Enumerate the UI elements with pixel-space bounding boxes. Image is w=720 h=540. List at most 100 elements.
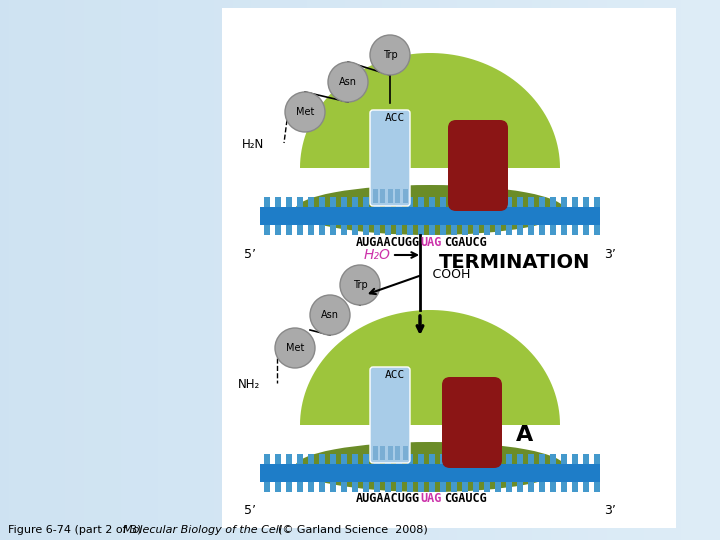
Bar [473,197,479,207]
Bar [594,197,600,207]
Text: Trp: Trp [353,280,367,290]
Bar [264,454,270,464]
Bar [260,207,600,225]
Bar [550,197,556,207]
Circle shape [370,35,410,75]
Text: COOH: COOH [430,268,470,281]
Bar [286,482,292,492]
Bar [352,197,358,207]
Text: CGAUCG: CGAUCG [444,235,487,248]
Bar [319,225,325,235]
Bar [517,197,523,207]
Bar [506,197,512,207]
Bar [286,225,292,235]
Text: CGAUCG: CGAUCG [444,492,487,505]
Bar [594,482,600,492]
Bar [264,197,270,207]
Bar [275,482,281,492]
Bar [561,225,567,235]
Bar [506,454,512,464]
Bar [297,454,303,464]
Bar [528,454,534,464]
Bar [374,454,380,464]
Bar [341,482,347,492]
Bar [462,482,468,492]
FancyBboxPatch shape [448,120,508,211]
Bar [495,197,501,207]
Bar [380,189,385,203]
Bar [297,225,303,235]
Bar [550,454,556,464]
Bar [429,197,435,207]
Bar [462,225,468,235]
FancyBboxPatch shape [370,367,410,463]
Bar [374,197,380,207]
Bar [319,454,325,464]
Bar [528,482,534,492]
Bar [385,197,391,207]
Text: UAG: UAG [420,492,441,505]
Circle shape [310,295,350,335]
Bar [330,197,336,207]
Bar [506,482,512,492]
Bar [451,197,457,207]
Bar [418,454,424,464]
Bar [484,225,490,235]
Bar [402,189,408,203]
Bar [572,454,578,464]
Bar [550,225,556,235]
Bar [451,454,457,464]
Bar [222,8,676,528]
Bar [561,197,567,207]
Polygon shape [300,53,560,168]
Bar [506,225,512,235]
Bar [341,225,347,235]
Circle shape [328,62,368,102]
Text: 3’: 3’ [604,247,616,260]
Bar [402,446,408,460]
Bar [363,482,369,492]
Text: AUGAACUGG: AUGAACUGG [356,492,420,505]
Bar [484,197,490,207]
Bar [308,197,314,207]
Ellipse shape [295,442,565,492]
Polygon shape [300,310,560,425]
Bar [484,454,490,464]
Bar [418,225,424,235]
Bar [330,225,336,235]
Text: Trp: Trp [382,50,397,60]
Bar [528,225,534,235]
Bar [407,197,413,207]
Bar [539,482,545,492]
Bar [396,482,402,492]
Bar [387,189,392,203]
Bar [440,225,446,235]
Bar [517,225,523,235]
Bar [517,482,523,492]
Bar [275,197,281,207]
Bar [583,454,589,464]
Bar [473,225,479,235]
Text: UAG: UAG [420,235,441,248]
Bar [462,197,468,207]
Bar [395,446,400,460]
Bar [372,446,377,460]
Bar [308,454,314,464]
Bar [561,454,567,464]
Circle shape [340,265,380,305]
Bar [264,482,270,492]
Bar [308,482,314,492]
Bar [517,454,523,464]
Bar [429,225,435,235]
Bar [528,197,534,207]
Ellipse shape [300,188,560,228]
Bar [363,225,369,235]
Bar [363,454,369,464]
Bar [396,197,402,207]
Text: Met: Met [296,107,314,117]
Bar [495,482,501,492]
Circle shape [285,92,325,132]
Bar [396,454,402,464]
Bar [286,454,292,464]
Text: Figure 6-74 (part 2 of 3): Figure 6-74 (part 2 of 3) [8,525,148,535]
